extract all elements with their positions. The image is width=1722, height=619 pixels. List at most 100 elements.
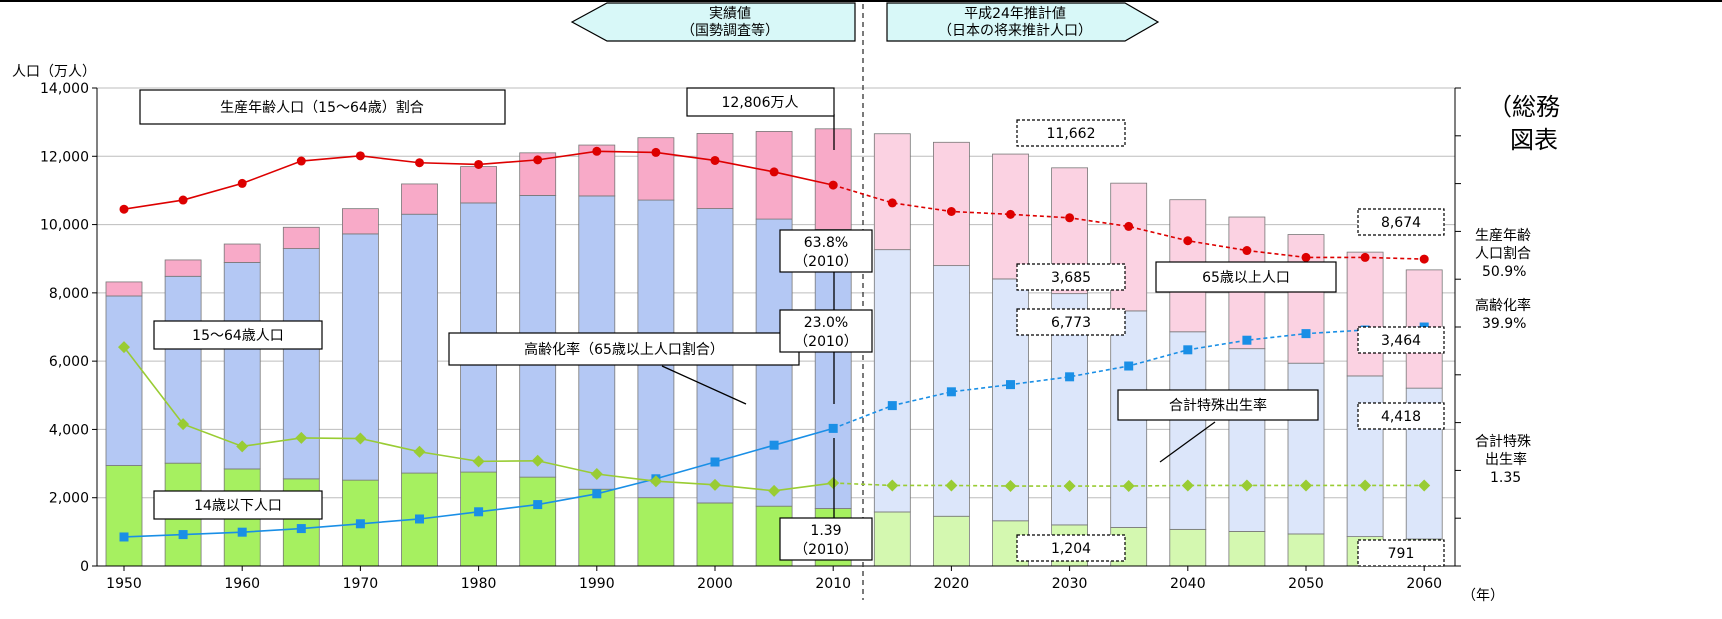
label-aging-rate-text: 高齢化率（65歳以上人口割合） — [524, 341, 724, 358]
annot-working-2030-text: 6,773 — [1051, 315, 1091, 331]
label-working-pop: 15〜64歳人口 — [153, 320, 323, 350]
annot-young-2030-text: 1,204 — [1051, 541, 1091, 557]
bar-segment-working — [814, 229, 852, 509]
annot-ratio-2010: 63.8% （2010） — [779, 229, 873, 273]
marker-fertility — [709, 478, 721, 491]
annot-total-2060-text: 8,674 — [1381, 215, 1421, 231]
marker-working-ratio — [355, 151, 365, 161]
marker-working-ratio — [1242, 246, 1252, 256]
right-label-aging-l1: 高齢化率 — [1475, 297, 1531, 314]
cutoff-caption-line2: 図表 — [1510, 126, 1558, 154]
marker-fertility — [1240, 479, 1253, 492]
x-axis-unit: （年） — [1462, 588, 1504, 604]
bar-segment-elderly — [1346, 251, 1384, 377]
marker-fertility — [1418, 479, 1431, 492]
bar-segment-young — [1287, 533, 1325, 567]
marker-fertility — [1063, 480, 1076, 493]
marker-fertility — [413, 445, 426, 458]
marker-aging-rate — [415, 514, 424, 524]
marker-fertility — [531, 454, 544, 467]
marker-fertility — [472, 455, 485, 468]
annot-working-2060: 4,418 — [1357, 402, 1445, 430]
marker-working-ratio — [1065, 213, 1075, 223]
bar-segment-working — [1346, 375, 1384, 538]
marker-fertility — [886, 479, 899, 492]
marker-working-ratio — [533, 155, 543, 165]
annot-working-2060-text: 4,418 — [1381, 409, 1421, 425]
banner-actual: 実績値 （国勢調査等） — [570, 2, 856, 42]
bar-segment-working — [1169, 331, 1207, 530]
banner-projection-line1: 平成24年推計値 — [964, 6, 1066, 22]
bar-segment-elderly — [223, 243, 261, 263]
label-working-pop-text: 15〜64歳人口 — [192, 328, 284, 344]
bar-segment-elderly — [814, 128, 852, 230]
marker-working-ratio — [1006, 209, 1015, 219]
bar-segment-elderly — [164, 259, 202, 277]
y-tick-label: 0 — [80, 559, 89, 575]
marker-working-ratio — [415, 158, 424, 168]
marker-aging-rate — [1124, 361, 1134, 371]
marker-aging-rate — [887, 401, 897, 411]
annot-tfr-2010-value: 1.39 — [810, 523, 841, 539]
y-axis-title: 人口（万人） — [12, 64, 96, 80]
annot-tfr-2010-year: （2010） — [794, 542, 858, 558]
bar-segment-elderly — [1110, 182, 1148, 312]
marker-aging-rate — [710, 457, 720, 467]
marker-aging-rate — [474, 507, 484, 517]
cutoff-caption-line1: （総務 — [1488, 93, 1560, 121]
bar-segment-young — [1228, 531, 1266, 567]
marker-aging-rate — [769, 440, 779, 450]
marker-fertility — [1122, 480, 1135, 493]
marker-fertility — [945, 479, 958, 492]
x-tick-label: 1970 — [343, 576, 379, 592]
bar-segment-elderly — [519, 152, 557, 196]
marker-working-ratio — [651, 147, 661, 157]
label-young-pop-text: 14歳以下人口 — [194, 498, 282, 514]
x-tick-label: 2010 — [815, 576, 851, 592]
x-tick-label: 1960 — [224, 576, 260, 592]
marker-aging-rate — [533, 500, 543, 510]
bar-segment-working — [282, 248, 320, 480]
marker-working-ratio — [1419, 254, 1429, 264]
annot-tfr-2010: 1.39 （2010） — [779, 517, 873, 561]
bar-segment-young — [873, 511, 911, 567]
marker-working-ratio — [296, 156, 306, 166]
right-label-working-ratio-l1: 生産年齢 — [1475, 228, 1531, 244]
marker-aging-rate — [828, 423, 838, 433]
rate-lines — [118, 146, 1431, 542]
marker-fertility — [649, 475, 662, 488]
marker-working-ratio — [1124, 221, 1134, 231]
annot-aging-2010: 23.0% （2010） — [779, 309, 873, 353]
x-tick-label: 2050 — [1288, 576, 1324, 592]
annot-aging-2010-year: （2010） — [794, 334, 858, 350]
marker-fertility — [236, 440, 249, 453]
marker-aging-rate — [946, 387, 956, 397]
marker-aging-rate — [1183, 345, 1193, 355]
right-label-working-ratio-l2: 人口割合 — [1475, 245, 1531, 262]
marker-working-ratio — [237, 178, 247, 188]
marker-fertility — [1181, 479, 1194, 492]
label-elderly-pop-text: 65歳以上人口 — [1202, 270, 1290, 286]
marker-fertility — [1300, 479, 1312, 492]
marker-aging-rate — [296, 524, 306, 534]
marker-working-ratio — [946, 207, 956, 217]
y-tick-label: 14,000 — [40, 81, 89, 97]
marker-fertility — [354, 432, 367, 445]
marker-fertility — [177, 418, 190, 431]
marker-fertility — [1004, 480, 1017, 493]
x-tick-label: 1990 — [579, 576, 615, 592]
bar-segment-elderly — [341, 208, 379, 235]
label-fertility-text: 合計特殊出生率 — [1169, 397, 1267, 414]
bar-segment-elderly — [401, 183, 438, 215]
right-label-aging: 高齢化率 39.9% — [1475, 297, 1531, 332]
y-tick-label: 6,000 — [49, 354, 89, 370]
annot-young-2060-text: 791 — [1388, 546, 1415, 562]
bar-segment-young — [519, 476, 557, 567]
x-tick-label: 2020 — [934, 576, 970, 592]
marker-working-ratio — [178, 195, 188, 205]
bar-segment-young — [637, 497, 675, 567]
marker-aging-rate — [355, 519, 365, 529]
x-tick-label: 2000 — [697, 576, 733, 592]
marker-aging-rate — [178, 530, 188, 540]
bar-segment-elderly — [282, 226, 320, 249]
